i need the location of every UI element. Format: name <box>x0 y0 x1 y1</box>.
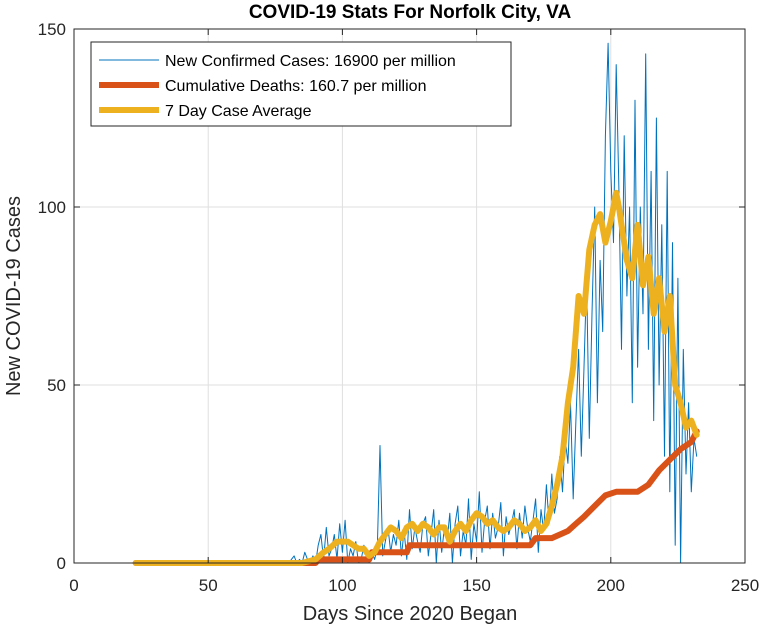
x-tick-label: 100 <box>328 576 356 595</box>
y-tick-label: 50 <box>47 376 66 395</box>
y-tick-label: 0 <box>57 554 66 573</box>
series-lines <box>132 42 700 566</box>
legend-label-new-cases: New Confirmed Cases: 16900 per million <box>165 53 456 70</box>
x-tick-label: 250 <box>731 576 759 595</box>
x-tick-label: 0 <box>69 576 78 595</box>
y-tick-label: 100 <box>38 198 66 217</box>
series-line-new-cases <box>135 42 698 564</box>
legend: New Confirmed Cases: 16900 per million C… <box>90 41 512 127</box>
legend-label-deaths: Cumulative Deaths: 160.7 per million <box>165 78 426 95</box>
series-line-7day-average <box>132 189 700 566</box>
legend-label-7day-average: 7 Day Case Average <box>165 103 312 120</box>
x-tick-label: 50 <box>199 576 218 595</box>
axis-ticks: 0 50 100 150 200 250 0 50 100 150 <box>38 20 760 595</box>
x-tick-label: 150 <box>462 576 490 595</box>
x-tick-label: 200 <box>597 576 625 595</box>
y-axis-label: New COVID-19 Cases <box>3 196 25 396</box>
plot-frame <box>73 28 746 564</box>
x-axis-label: Days Since 2020 Began <box>303 603 518 625</box>
y-tick-label: 150 <box>38 20 66 39</box>
chart-title: COVID-19 Stats For Norfolk City, VA <box>249 2 572 23</box>
legend-box <box>90 41 512 127</box>
